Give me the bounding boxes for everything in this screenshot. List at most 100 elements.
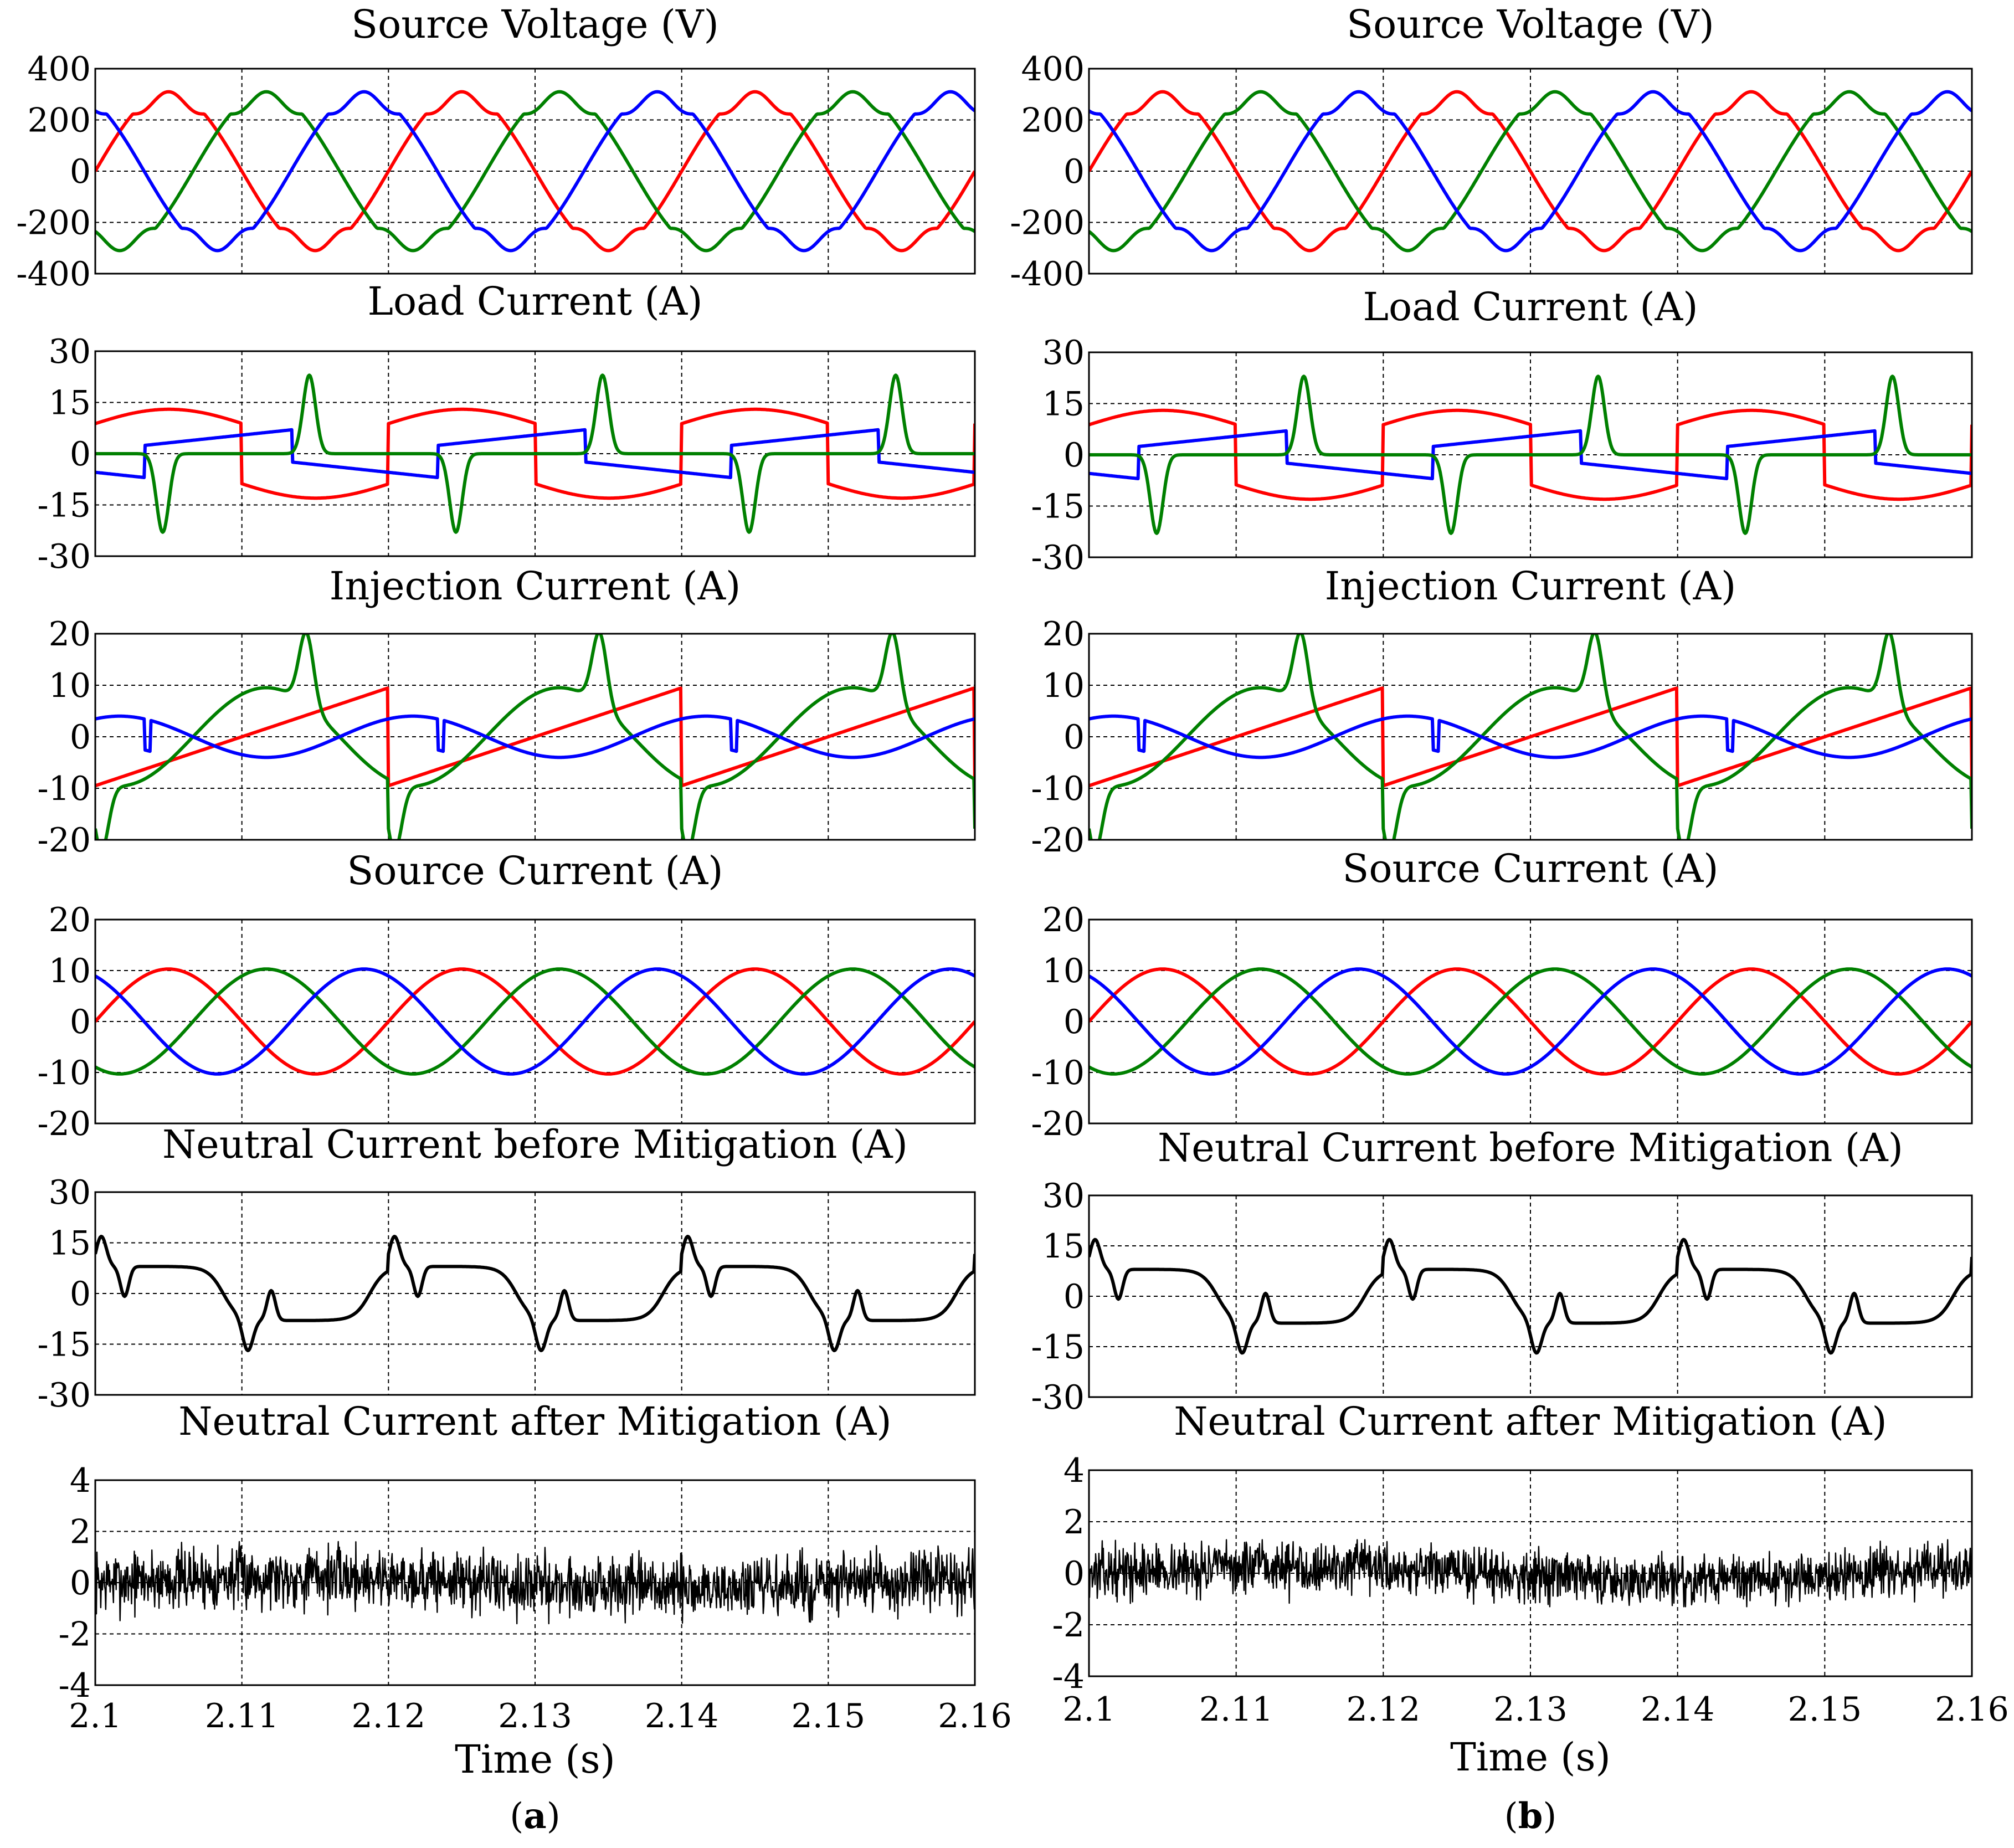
y-tick-label: 30 [1042,1177,1085,1215]
series-phase-c [95,428,975,479]
series-phase-b [1089,634,1972,840]
x-tick-label: 2.13 [498,1697,572,1736]
plot-2: Load Current (A) 30 15 0 -15 -30 [1031,284,1973,577]
plot-frame [94,1191,976,1396]
x-axis-label: Time (s) [455,1737,615,1782]
plot-title: Source Voltage (V) [1347,2,1714,47]
plot-title: Neutral Current after Mitigation (A) [1174,1399,1887,1444]
plot-frame [1088,633,1973,841]
x-tick-label: 2.11 [1199,1690,1273,1729]
series-phase-a [95,686,975,788]
plot-frame [94,918,976,1125]
series-phase-b [1089,967,1972,1076]
y-tick-label: -2 [59,1615,91,1654]
y-tick-label: -20 [1031,821,1085,860]
x-tick-label: 2.11 [205,1697,279,1736]
y-tick-label: -10 [1031,769,1085,808]
y-tick-label: 15 [49,384,91,423]
x-tick-label: 2.1 [1062,1690,1115,1729]
plot-frame [94,633,976,841]
y-tick-label: 0 [70,435,91,474]
y-tick-label: 20 [49,901,91,940]
y-tick-label: -4 [1052,1657,1085,1696]
y-tick-label: -15 [1031,487,1085,526]
series-phase-c [95,90,975,253]
series-phase-b [95,90,975,253]
series-phase-c [1089,967,1972,1076]
y-tick-label: 20 [49,615,91,654]
y-tick-label: 30 [49,332,91,371]
plot-4: Source Current (A) 20 10 0 -10 -20 [37,848,976,1143]
y-tick-label: -10 [37,1054,91,1092]
panel-label: (b) [1504,1795,1557,1837]
series-neutral [1089,1238,1972,1355]
y-tick-label: 0 [70,1003,91,1041]
x-tick-label: 2.15 [792,1697,866,1736]
y-tick-label: 4 [1063,1451,1085,1490]
y-tick-label: 400 [1021,50,1085,89]
y-tick-label: -20 [37,1105,91,1143]
y-tick-label: 0 [1063,1003,1085,1041]
y-tick-label: -200 [1010,204,1085,243]
y-tick-label: 20 [1042,901,1085,940]
series-phase-c [1089,714,1972,759]
y-tick-label: 10 [1042,952,1085,990]
x-axis-label: Time (s) [1450,1734,1611,1780]
plot-frame [94,350,976,557]
plot-title: Load Current (A) [367,279,702,324]
series-phase-a [1089,967,1972,1076]
y-tick-label: -30 [1031,538,1085,577]
series-phase-c [95,714,975,759]
series-neutral [95,1541,975,1625]
y-tick-label: -15 [1031,1328,1085,1367]
y-tick-label: 2 [70,1513,91,1552]
y-tick-label: 0 [1063,152,1085,191]
plot-title: Load Current (A) [1363,284,1698,330]
y-tick-label: -10 [37,769,91,808]
y-tick-label: -20 [37,821,91,860]
plot-1: Source Voltage (V) 400 200 0 -200 -400 [1010,2,1973,294]
plot-6: Neutral Current after Mitigation (A) 4 2 0 -… [59,1399,976,1705]
y-tick-label: 15 [49,1224,91,1263]
series-phase-a [95,90,975,253]
plot-5: Neutral Current before Mitigation (A) 30 1… [37,1122,976,1415]
plot-5: Neutral Current before Mitigation (A) 30 1… [1031,1125,1973,1417]
plot-title: Injection Current (A) [1325,563,1736,609]
series-neutral [95,1235,975,1352]
plot-6: Neutral Current after Mitigation (A) 4 2 0 -… [1052,1399,1973,1696]
y-tick-label: -20 [1031,1105,1085,1143]
y-tick-label: -400 [1010,255,1085,294]
plot-frame [1088,1194,1973,1398]
series-phase-a [1089,408,1972,501]
plot-4: Source Current (A) 20 10 0 -10 -20 [1031,846,1973,1143]
y-tick-label: -200 [16,204,91,243]
series-phase-b [95,373,975,534]
x-tick-label: 2.16 [938,1697,1012,1736]
x-tick-label: 2.14 [1641,1690,1715,1729]
x-tick-label: 2.1 [69,1697,121,1736]
y-tick-label: 20 [1042,615,1085,654]
y-tick-label: 10 [49,666,91,705]
y-tick-label: -2 [1052,1606,1085,1645]
plot-frame [94,1479,976,1686]
series-phase-a [1089,686,1972,788]
series-phase-c [1089,429,1972,480]
plot-title: Source Voltage (V) [351,2,719,47]
y-tick-label: 10 [49,952,91,990]
plot-frame [94,68,976,275]
y-tick-label: 200 [1021,101,1085,140]
plot-title: Neutral Current before Mitigation (A) [162,1122,908,1167]
y-tick-label: 30 [1042,333,1085,372]
y-tick-label: 30 [49,1173,91,1212]
x-tick-label: 2.12 [352,1697,426,1736]
plot-title: Source Current (A) [1342,846,1718,891]
y-tick-label: 4 [70,1461,91,1500]
plot-frame [1088,68,1973,275]
series-phase-b [95,634,975,840]
plot-2: Load Current (A) 30 15 0 -15 -30 [37,279,976,576]
x-tick-label: 2.13 [1493,1690,1568,1729]
x-tick-label: 2.16 [1935,1690,2009,1729]
